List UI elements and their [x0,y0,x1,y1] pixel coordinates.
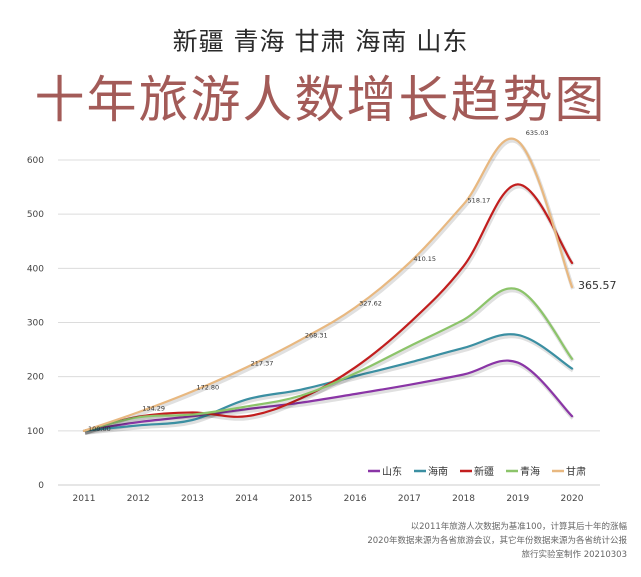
x-tick-label: 2019 [506,494,529,504]
series-lines [82,137,575,435]
x-tick-label: 2013 [181,494,204,504]
legend: 山东 海南 新疆 青海 甘肃 [368,465,586,478]
x-tick-label: 2020 [561,494,584,504]
data-label: 100.00 [88,425,111,433]
series-line [82,287,574,432]
legend-label: 海南 [428,465,448,478]
y-tick-label: 400 [27,264,44,274]
y-tick-label: 200 [27,373,44,383]
x-tick-label: 2012 [127,494,150,504]
data-label: 268.31 [305,332,328,340]
series-line [82,137,574,432]
footnote-line: 2020年数据来源为各省旅游会议，其它年份数据来源为各省统计公报 [367,536,627,546]
data-label: 365.57 [578,279,617,292]
chart-subtitle: 新疆 青海 甘肃 海南 山东 [172,27,469,56]
y-tick-label: 600 [27,156,44,166]
data-label: 134.29 [142,404,165,412]
series-line [82,359,574,432]
axis-tick-labels: 0 100 200 300 400 500 600 2011 2012 2013 2014 2015 2… [27,156,584,504]
legend-label: 甘肃 [566,465,586,478]
data-label: 635.03 [526,129,549,137]
y-tick-label: 0 [38,481,44,491]
y-tick-label: 100 [27,427,44,437]
series-line-shadow [84,288,575,435]
x-tick-label: 2017 [398,494,421,504]
footnote-line: 旅行实验室制作 20210303 [521,550,627,560]
data-label: 172.80 [196,383,219,391]
series-line-shadow [84,138,575,435]
footnote: 以2011年旅游人次数据为基准100，计算其后十年的涨幅 2020年数据来源为各… [367,520,627,562]
legend-label: 青海 [520,465,540,478]
data-label: 217.37 [251,359,274,367]
x-tick-label: 2015 [289,494,312,504]
x-tick-label: 2014 [235,494,258,504]
legend-label: 山东 [382,465,402,478]
data-label: 410.15 [413,255,436,263]
data-label: 327.62 [359,300,382,308]
legend-label: 新疆 [474,465,494,478]
series-line [82,183,574,432]
x-tick-label: 2011 [73,494,96,504]
x-tick-label: 2016 [344,494,367,504]
chart-title: 十年旅游人数增长趋势图 [34,71,607,129]
x-tick-label: 2018 [452,494,475,504]
y-tick-label: 500 [27,210,44,220]
data-labels: 100.00 134.29 172.80 217.37 268.31 327.62 410.… [88,129,617,433]
series-line-shadow [84,184,575,435]
data-label: 518.17 [468,196,491,204]
series-line-shadow [84,360,575,435]
footnote-line: 以2011年旅游人次数据为基准100，计算其后十年的涨幅 [410,522,627,532]
y-tick-label: 300 [27,319,44,329]
grid-lines [58,159,600,486]
